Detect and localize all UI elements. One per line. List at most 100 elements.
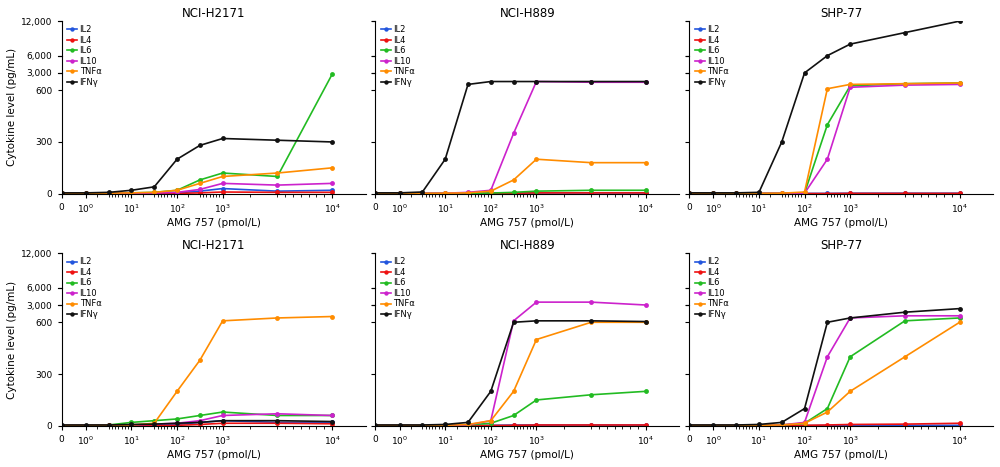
IL4 (640, 422, 652, 428)
IL6 (56, 423, 68, 428)
IFNγ (171, 156, 183, 162)
IFNγ (585, 79, 597, 85)
TNFα (707, 191, 719, 196)
TNFα (954, 80, 966, 86)
IL4 (271, 420, 283, 426)
TNFα (844, 82, 856, 87)
IL2 (416, 191, 428, 196)
IL2 (640, 422, 652, 428)
IL10 (217, 413, 229, 418)
IL4 (753, 423, 765, 429)
IL10 (530, 299, 542, 305)
IFNγ (462, 82, 474, 87)
IL2 (530, 190, 542, 196)
IL4 (730, 191, 742, 196)
IL10 (799, 191, 811, 196)
IL6 (585, 187, 597, 193)
IFNγ (899, 310, 911, 315)
IFNγ (776, 139, 788, 145)
TNFα (439, 191, 451, 196)
IL2 (844, 423, 856, 428)
IL10 (585, 299, 597, 305)
X-axis label: AMG 757 (pmol/L): AMG 757 (pmol/L) (794, 218, 888, 228)
IFNγ (799, 406, 811, 411)
TNFα (326, 165, 338, 170)
IL6 (844, 354, 856, 360)
IL2 (530, 422, 542, 428)
IL10 (439, 423, 451, 428)
IL6 (194, 413, 206, 418)
Line: IL2: IL2 (373, 423, 648, 428)
IL10 (530, 79, 542, 85)
IL2 (508, 422, 520, 428)
IFNγ (485, 79, 497, 85)
TNFα (194, 181, 206, 186)
IL2 (217, 418, 229, 424)
IFNγ (485, 389, 497, 394)
IL10 (217, 181, 229, 186)
Line: IL2: IL2 (59, 418, 335, 428)
Title: NCI-H889: NCI-H889 (499, 7, 555, 20)
TNFα (508, 389, 520, 394)
IFNγ (148, 184, 160, 190)
Line: IL10: IL10 (687, 82, 962, 196)
IL4 (844, 422, 856, 427)
TNFα (369, 191, 381, 196)
IL10 (954, 82, 966, 87)
IL6 (80, 423, 92, 428)
Line: IL4: IL4 (687, 421, 962, 428)
IL6 (271, 174, 283, 179)
IL4 (485, 191, 497, 196)
Legend: IL2, IL4, IL6, IL10, TNFα, IFNγ: IL2, IL4, IL6, IL10, TNFα, IFNγ (67, 25, 101, 87)
IL10 (194, 187, 206, 192)
IL4 (508, 423, 520, 428)
TNFα (125, 422, 137, 428)
IL2 (394, 191, 406, 196)
IL6 (899, 81, 911, 86)
IFNγ (56, 190, 68, 196)
TNFα (753, 191, 765, 196)
IL4 (707, 191, 719, 196)
IL4 (171, 423, 183, 428)
IFNγ (326, 419, 338, 425)
IFNγ (416, 189, 428, 195)
IL2 (485, 423, 497, 428)
IL4 (148, 423, 160, 428)
IFNγ (148, 421, 160, 427)
IFNγ (194, 142, 206, 148)
TNFα (439, 423, 451, 428)
Line: IFNγ: IFNγ (59, 418, 335, 427)
IL10 (640, 302, 652, 308)
IL2 (103, 423, 115, 428)
IL6 (954, 80, 966, 86)
Line: IL4: IL4 (687, 191, 962, 196)
IL6 (148, 418, 160, 424)
IL10 (585, 79, 597, 85)
IL4 (439, 423, 451, 429)
IL10 (485, 418, 497, 424)
IL4 (56, 191, 68, 196)
IL10 (103, 423, 115, 428)
IL10 (171, 420, 183, 426)
Line: IL10: IL10 (59, 411, 335, 428)
IL10 (125, 191, 137, 196)
IL10 (753, 423, 765, 428)
IFNγ (707, 190, 719, 196)
IFNγ (730, 422, 742, 428)
IL10 (271, 182, 283, 188)
TNFα (217, 174, 229, 179)
IFNγ (683, 190, 695, 196)
IL4 (148, 191, 160, 196)
IL6 (439, 423, 451, 428)
IL4 (462, 423, 474, 429)
IL6 (103, 422, 115, 428)
IL6 (707, 423, 719, 428)
IL10 (844, 85, 856, 90)
IL6 (194, 177, 206, 183)
TNFα (56, 191, 68, 196)
IFNγ (462, 419, 474, 425)
IL2 (394, 423, 406, 428)
IL2 (271, 419, 283, 425)
IL6 (530, 397, 542, 403)
IL2 (640, 190, 652, 196)
